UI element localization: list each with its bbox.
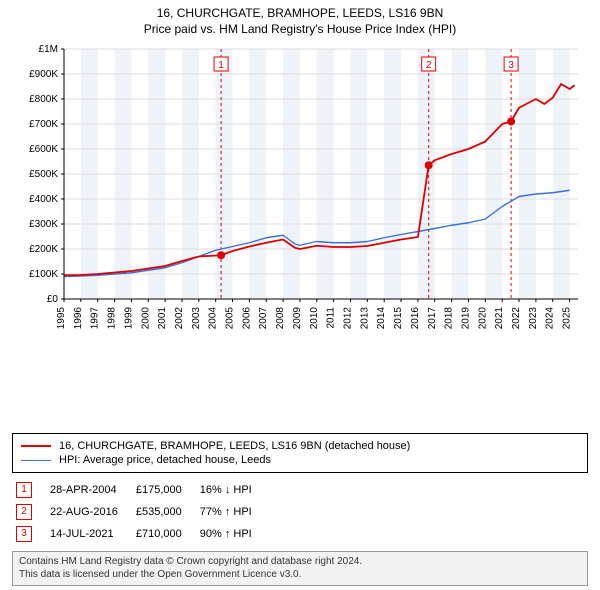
license-line-1: Contains HM Land Registry data © Crown c…	[19, 556, 581, 569]
svg-text:£1M: £1M	[39, 44, 58, 55]
legend-row: HPI: Average price, detached house, Leed…	[21, 454, 579, 466]
svg-text:1996: 1996	[73, 307, 84, 330]
event-marker: 3	[16, 526, 32, 542]
svg-text:£500K: £500K	[29, 169, 58, 180]
event-price: £175,000	[132, 479, 196, 501]
svg-text:2023: 2023	[528, 307, 539, 330]
svg-text:2000: 2000	[140, 307, 151, 330]
event-marker: 2	[16, 504, 32, 520]
event-date: 22-AUG-2016	[46, 501, 132, 523]
svg-text:£700K: £700K	[29, 119, 58, 130]
event-row: 3 14-JUL-2021£710,00090% ↑ HPI	[12, 523, 266, 545]
svg-text:2014: 2014	[376, 307, 387, 330]
svg-text:£300K: £300K	[29, 219, 58, 230]
svg-text:2012: 2012	[342, 307, 353, 330]
svg-text:2: 2	[426, 60, 432, 71]
chart-title: 16, CHURCHGATE, BRAMHOPE, LEEDS, LS16 9B…	[0, 0, 600, 37]
svg-text:£100K: £100K	[29, 269, 58, 280]
svg-text:2010: 2010	[309, 307, 320, 330]
legend-box: 16, CHURCHGATE, BRAMHOPE, LEEDS, LS16 9B…	[12, 433, 588, 473]
svg-text:2018: 2018	[444, 307, 455, 330]
chart-container: £0 £100K £200K £300K £400K £500K £600K £700K £80…	[12, 43, 588, 358]
svg-text:£800K: £800K	[29, 94, 58, 105]
event-delta: 16% ↓ HPI	[196, 479, 266, 501]
event-row: 1 28-APR-2004£175,00016% ↓ HPI	[12, 479, 266, 501]
svg-text:£400K: £400K	[29, 194, 58, 205]
page-root: 16, CHURCHGATE, BRAMHOPE, LEEDS, LS16 9B…	[0, 0, 600, 590]
event-delta: 90% ↑ HPI	[196, 523, 266, 545]
event-row: 2 22-AUG-2016£535,00077% ↑ HPI	[12, 501, 266, 523]
svg-text:2006: 2006	[241, 307, 252, 330]
svg-text:2025: 2025	[562, 307, 573, 330]
license-box: Contains HM Land Registry data © Crown c…	[12, 551, 588, 586]
svg-text:2019: 2019	[460, 307, 471, 330]
svg-text:£900K: £900K	[29, 69, 58, 80]
svg-text:2021: 2021	[494, 307, 505, 330]
svg-text:1: 1	[218, 60, 224, 71]
price-chart: £0 £100K £200K £300K £400K £500K £600K £700K £80…	[12, 43, 588, 353]
svg-text:2009: 2009	[292, 307, 303, 330]
svg-text:2003: 2003	[191, 307, 202, 330]
svg-text:2024: 2024	[545, 307, 556, 330]
svg-text:2002: 2002	[174, 307, 185, 330]
event-date: 28-APR-2004	[46, 479, 132, 501]
events-table: 1 28-APR-2004£175,00016% ↓ HPI 2 22-AUG-201…	[12, 479, 588, 545]
svg-text:2008: 2008	[275, 307, 286, 330]
event-delta: 77% ↑ HPI	[196, 501, 266, 523]
svg-text:3: 3	[508, 60, 514, 71]
legend-label: 16, CHURCHGATE, BRAMHOPE, LEEDS, LS16 9B…	[59, 440, 410, 452]
svg-text:2004: 2004	[208, 307, 219, 330]
svg-text:2001: 2001	[157, 307, 168, 330]
legend-label: HPI: Average price, detached house, Leed…	[59, 454, 271, 466]
title-line-1: 16, CHURCHGATE, BRAMHOPE, LEEDS, LS16 9B…	[0, 6, 600, 22]
svg-text:£200K: £200K	[29, 244, 58, 255]
svg-text:2017: 2017	[427, 307, 438, 330]
svg-text:2020: 2020	[477, 307, 488, 330]
svg-text:£600K: £600K	[29, 144, 58, 155]
svg-text:£0: £0	[47, 294, 59, 305]
svg-text:1997: 1997	[90, 307, 101, 330]
event-date: 14-JUL-2021	[46, 523, 132, 545]
event-price: £710,000	[132, 523, 196, 545]
svg-text:2015: 2015	[393, 307, 404, 330]
svg-text:2005: 2005	[225, 307, 236, 330]
svg-text:2007: 2007	[258, 307, 269, 330]
title-line-2: Price paid vs. HM Land Registry's House …	[0, 22, 600, 38]
event-price: £535,000	[132, 501, 196, 523]
license-line-2: This data is licensed under the Open Gov…	[19, 569, 581, 582]
svg-text:2016: 2016	[410, 307, 421, 330]
svg-text:2011: 2011	[326, 307, 337, 329]
legend-swatch	[21, 445, 51, 447]
legend-swatch	[21, 460, 51, 461]
svg-text:2022: 2022	[511, 307, 522, 330]
svg-text:1999: 1999	[123, 307, 134, 330]
svg-text:2013: 2013	[359, 307, 370, 330]
svg-text:1995: 1995	[56, 307, 67, 330]
legend-row: 16, CHURCHGATE, BRAMHOPE, LEEDS, LS16 9B…	[21, 440, 579, 452]
svg-text:1998: 1998	[107, 307, 118, 330]
footer-block: 16, CHURCHGATE, BRAMHOPE, LEEDS, LS16 9B…	[12, 433, 588, 586]
event-marker: 1	[16, 482, 32, 498]
